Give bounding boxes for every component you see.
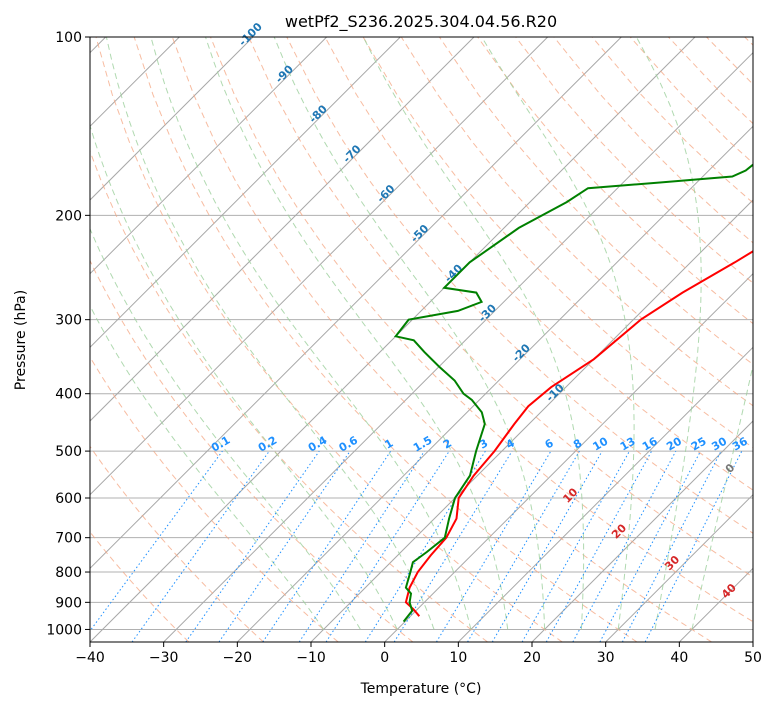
dry-adiabat-line [515, 37, 753, 284]
dry-adiabat-line [90, 445, 264, 642]
x-tick-label: 40 [670, 650, 688, 666]
isotherm-line [384, 272, 753, 642]
mixing-ratio-line [545, 450, 653, 642]
x-tick-label: −10 [296, 650, 326, 666]
mixing-ratio-line [572, 450, 677, 642]
dry-adiabat-line [477, 37, 753, 325]
y-tick-label: 600 [55, 491, 82, 507]
dry-adiabat-line [90, 356, 339, 642]
x-tick-label: −20 [223, 650, 253, 666]
isotherm-line [90, 37, 328, 275]
chart-title: wetPf2_S236.2025.304.04.56.R20 [285, 12, 557, 32]
moist-adiabat-line [90, 227, 361, 630]
y-tick-label: 900 [55, 595, 82, 611]
y-tick-label: 700 [55, 531, 82, 547]
x-tick-label: 30 [597, 650, 615, 666]
dry-adiabat-line [133, 37, 638, 642]
moist-adiabat-line [481, 37, 635, 630]
mixing-ratio-line [325, 450, 450, 642]
isotherm-line [236, 125, 753, 642]
isotherm-line [90, 37, 549, 496]
y-axis-label: Pressure (hPa) [13, 290, 29, 390]
y-tick-label: 800 [55, 565, 82, 581]
moist-adiabat-line [691, 363, 753, 630]
dry-adiabat-line [248, 37, 753, 578]
x-axis-label: Temperature (°C) [360, 681, 482, 697]
mixing-ratio-line [491, 450, 603, 642]
x-tick-label: −30 [149, 650, 179, 666]
isotherm-line [90, 37, 475, 422]
moist-adiabat-line [362, 37, 585, 630]
dry-adiabat-line [95, 37, 563, 642]
y-tick-label: 500 [55, 444, 82, 460]
x-tick-label: 0 [380, 650, 389, 666]
y-tick-label: 1000 [46, 622, 82, 638]
moist-adiabat-line [150, 37, 472, 630]
isotherm-line [531, 420, 753, 642]
y-tick-label: 200 [55, 208, 82, 224]
mixing-ratio-line [467, 450, 580, 642]
isotherm-line [163, 51, 753, 642]
isotherm-line [90, 37, 622, 570]
mixing-ratio-line [185, 450, 320, 642]
x-tick-label: −40 [75, 650, 105, 666]
dry-adiabat-line [286, 37, 753, 534]
moist-adiabat-line [105, 37, 435, 630]
dry-adiabat-line [171, 37, 712, 642]
x-tick-label: 10 [449, 650, 467, 666]
isotherm-line [90, 37, 254, 201]
mixing-ratio-line [364, 450, 486, 642]
dewpoint-profile-line [393, 163, 753, 623]
y-tick-label: 300 [55, 313, 82, 329]
mixing-ratio-line [435, 450, 552, 642]
y-tick-label: 100 [55, 30, 82, 46]
x-tick-label: 50 [744, 650, 762, 666]
moist-adiabat-line [635, 37, 702, 630]
isotherm-line [90, 37, 696, 642]
mixing-ratio-line [521, 450, 630, 642]
temperature-profile-line [404, 250, 753, 617]
moist-adiabat-line [90, 124, 398, 630]
isotherm-line [457, 346, 753, 642]
moist-adiabat-line [90, 304, 325, 630]
mixing-ratio-line [218, 450, 351, 642]
moist-adiabat-line [273, 37, 546, 630]
y-tick-label: 400 [55, 387, 82, 403]
dry-adiabat-line [210, 37, 753, 623]
dry-adiabat-line [324, 37, 753, 491]
x-tick-label: 20 [523, 650, 541, 666]
plot-frame [89, 36, 754, 643]
isotherm-line [605, 493, 753, 642]
dry-adiabat-line [90, 259, 414, 642]
isotherm-line [90, 37, 401, 349]
moist-adiabat-line [205, 37, 509, 630]
